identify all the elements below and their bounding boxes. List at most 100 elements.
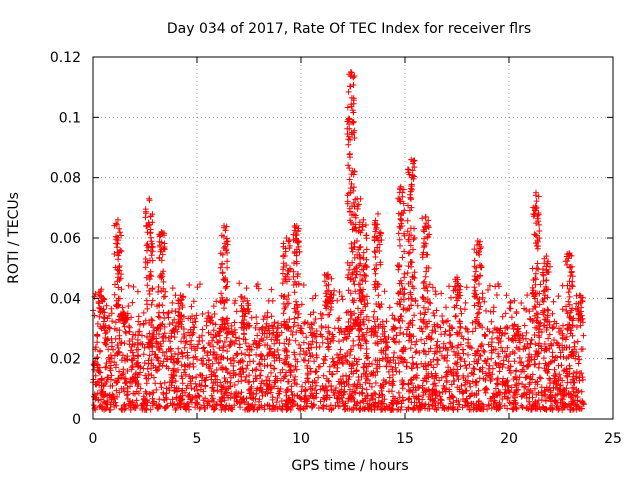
data-point [264, 373, 271, 380]
data-point [404, 306, 411, 313]
data-point [411, 234, 418, 241]
data-point [224, 348, 231, 355]
data-point [144, 282, 151, 289]
data-point [120, 370, 127, 376]
data-point [280, 300, 287, 307]
data-point [578, 304, 585, 311]
data-point [123, 330, 130, 336]
data-point [476, 273, 483, 279]
data-point [135, 313, 142, 320]
data-point [224, 258, 231, 265]
data-point [382, 339, 389, 346]
data-point [156, 396, 163, 403]
data-point [120, 317, 127, 324]
data-point [144, 341, 151, 348]
data-point [104, 397, 111, 404]
data-point [228, 322, 235, 329]
data-point [354, 361, 361, 368]
data-point [449, 393, 456, 400]
data-point [107, 367, 114, 374]
x-tick-label: 5 [193, 431, 202, 447]
data-point [568, 268, 575, 275]
data-point [344, 274, 351, 281]
data-point [147, 335, 154, 342]
data-point [115, 252, 122, 259]
data-point [496, 405, 503, 412]
data-point [346, 165, 353, 172]
data-point [307, 311, 314, 318]
data-point [116, 229, 123, 236]
x-tick-label: 10 [292, 431, 310, 447]
data-point [388, 363, 394, 370]
data-point [161, 405, 168, 412]
data-point [261, 313, 268, 319]
data-point [449, 343, 456, 350]
data-point [435, 404, 442, 411]
data-point [549, 310, 556, 317]
data-point [520, 392, 526, 399]
data-point [379, 405, 386, 412]
data-point [156, 314, 163, 321]
data-point [238, 365, 245, 372]
data-point [111, 359, 118, 366]
data-point [286, 337, 293, 344]
data-point [312, 368, 319, 375]
data-point [186, 332, 193, 339]
data-point [250, 395, 256, 402]
data-point [280, 253, 287, 260]
data-point [332, 387, 339, 394]
data-point [348, 394, 355, 401]
data-point [182, 340, 189, 346]
data-point [555, 342, 562, 349]
data-point [201, 344, 207, 351]
data-point [398, 280, 405, 287]
data-point [290, 273, 297, 280]
data-point [149, 240, 156, 247]
data-point [420, 280, 427, 286]
data-point [484, 356, 491, 363]
data-point [492, 385, 499, 392]
data-point [466, 393, 473, 400]
data-point [177, 400, 184, 407]
data-point [153, 386, 160, 393]
data-point [350, 278, 357, 285]
data-point [481, 348, 488, 355]
data-point [195, 341, 202, 348]
data-point [172, 350, 178, 357]
y-tick-label: 0.06 [50, 231, 81, 247]
data-point [355, 333, 362, 340]
data-point [513, 330, 520, 336]
data-point [461, 306, 468, 313]
data-point [578, 316, 585, 323]
data-point [172, 406, 179, 413]
data-point [373, 262, 380, 268]
data-point [422, 405, 428, 412]
data-point [231, 326, 238, 333]
data-point [339, 398, 346, 405]
data-point [268, 322, 275, 329]
data-point [563, 303, 569, 310]
data-point [252, 324, 259, 331]
data-point [563, 344, 570, 351]
data-point [265, 297, 272, 304]
data-point [238, 389, 245, 396]
data-point [397, 183, 404, 190]
data-point [344, 358, 351, 365]
data-point [391, 316, 398, 323]
data-point [244, 405, 251, 412]
data-point [412, 349, 419, 356]
data-point [477, 264, 484, 271]
data-point [326, 363, 333, 370]
data-point [513, 367, 520, 374]
data-point [362, 337, 369, 344]
data-point [128, 357, 135, 363]
data-point [196, 334, 203, 341]
data-point [233, 350, 240, 357]
data-point [272, 373, 279, 380]
data-point [293, 298, 299, 305]
data-point [408, 399, 415, 406]
data-point [420, 304, 427, 311]
data-point [344, 118, 351, 125]
data-point [291, 250, 298, 257]
data-point [235, 378, 242, 385]
